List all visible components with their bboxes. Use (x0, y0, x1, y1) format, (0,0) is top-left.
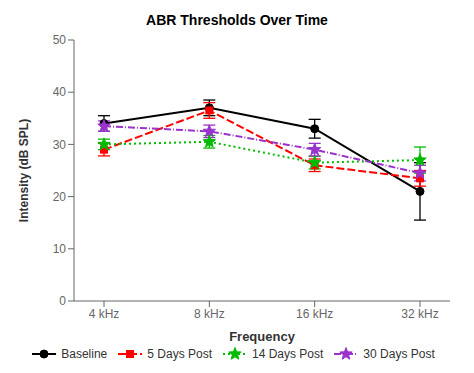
svg-text:10: 10 (53, 242, 67, 256)
svg-text:32 kHz: 32 kHz (401, 307, 438, 321)
html-text:14 Days Post: 14 Days Post (252, 347, 324, 361)
html-text:30 Days Post: 30 Days Post (363, 347, 435, 361)
svg-text:30: 30 (53, 138, 67, 152)
svg-text:50: 50 (53, 33, 67, 47)
svg-text:20: 20 (53, 190, 67, 204)
svg-text:4 kHz: 4 kHz (89, 307, 120, 321)
svg-text:8 kHz: 8 kHz (194, 307, 225, 321)
svg-text:16 kHz: 16 kHz (296, 307, 333, 321)
svg-text:Intensity (dB SPL): Intensity (dB SPL) (17, 119, 31, 222)
html-text:Baseline: Baseline (61, 347, 108, 361)
html-text:5 Days Post: 5 Days Post (147, 347, 212, 361)
svg-text:40: 40 (53, 85, 67, 99)
svg-text:0: 0 (59, 294, 66, 308)
svg-text:Frequency: Frequency (229, 329, 296, 344)
html-text:ABR Thresholds Over Time: ABR Thresholds Over Time (146, 12, 328, 28)
